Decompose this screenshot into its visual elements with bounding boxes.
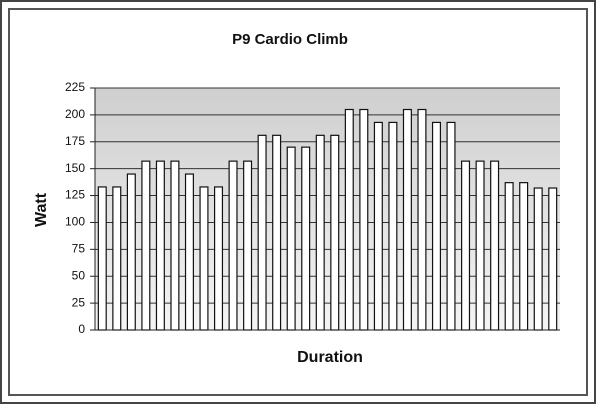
bar <box>184 173 194 331</box>
bar <box>301 146 311 331</box>
bar <box>141 160 151 331</box>
bar <box>344 108 354 331</box>
bar <box>315 134 325 331</box>
bar <box>112 186 122 331</box>
y-tick-label: 100 <box>65 215 85 229</box>
bar <box>504 182 514 331</box>
chart-title: P9 Cardio Climb <box>232 31 348 48</box>
bar <box>533 187 543 331</box>
y-tick-label: 150 <box>65 161 85 175</box>
y-tick-label: 200 <box>65 107 85 121</box>
y-tick-label: 25 <box>72 295 86 309</box>
bar <box>519 182 529 331</box>
bar <box>286 146 296 331</box>
bar <box>417 108 427 331</box>
y-tick-label: 75 <box>72 242 86 256</box>
y-tick-label: 0 <box>78 322 85 336</box>
x-axis-label: Duration <box>297 349 363 366</box>
bar <box>257 134 267 331</box>
bar <box>228 160 238 331</box>
bar <box>402 108 412 331</box>
bar <box>170 160 180 331</box>
y-axis-label: Watt <box>33 192 50 227</box>
bar <box>330 134 340 331</box>
bar <box>97 186 107 331</box>
y-tick-label: 175 <box>65 134 85 148</box>
bar <box>155 160 165 331</box>
bar <box>388 121 398 331</box>
bar <box>548 187 558 331</box>
bar <box>243 160 253 331</box>
bar <box>446 121 456 331</box>
y-tick-label: 225 <box>65 80 85 94</box>
bar <box>199 186 209 331</box>
bar <box>126 173 136 331</box>
y-tick-label: 50 <box>72 268 86 282</box>
bar <box>475 160 485 331</box>
bar <box>431 121 442 331</box>
y-tick-label: 125 <box>65 188 85 202</box>
bar <box>461 160 471 331</box>
bar <box>373 121 383 331</box>
bar <box>359 108 369 331</box>
bar <box>272 134 282 331</box>
bar <box>490 160 500 331</box>
bar <box>213 186 224 331</box>
